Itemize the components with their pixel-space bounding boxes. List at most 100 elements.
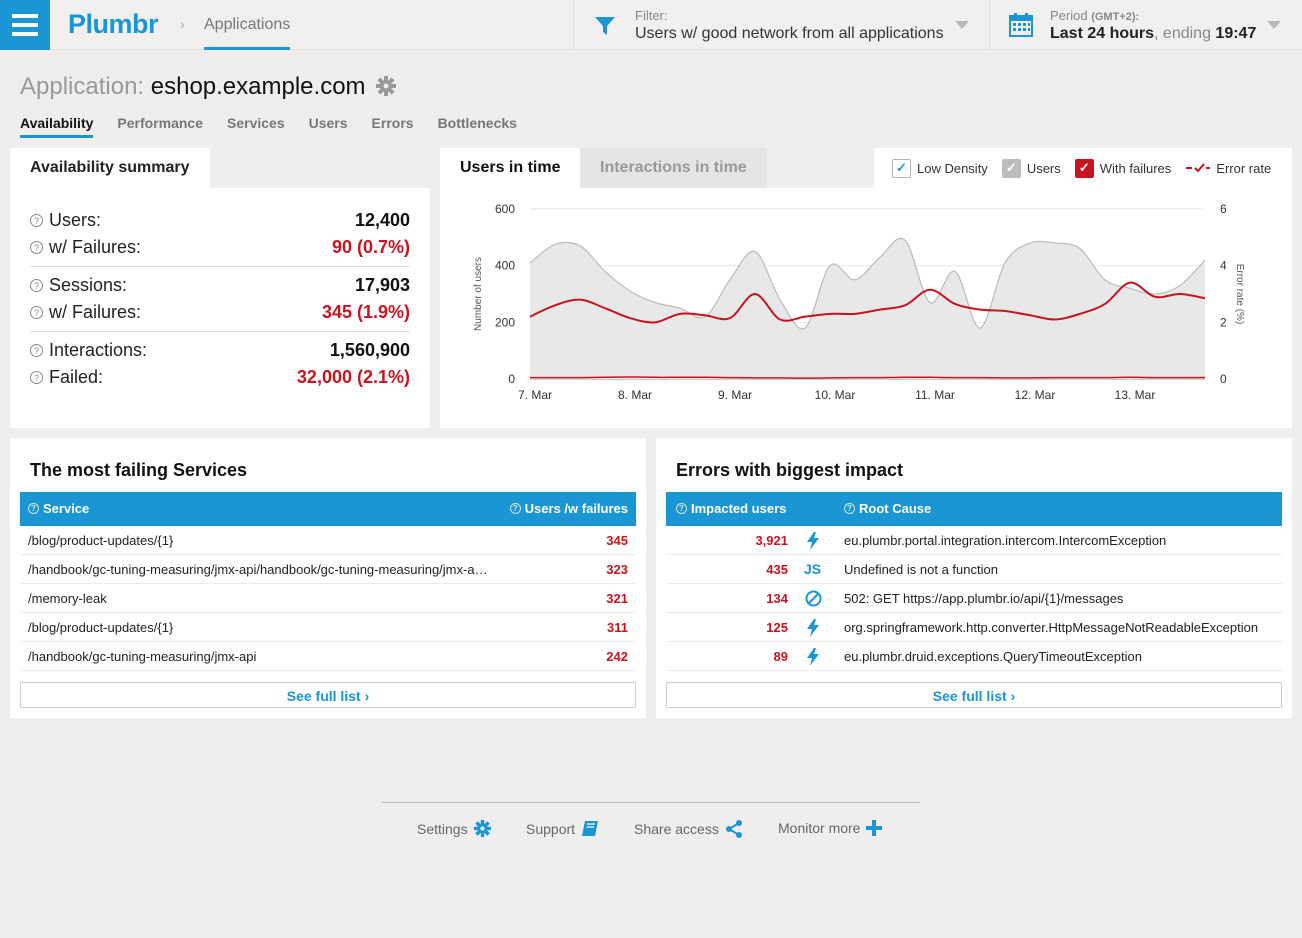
tab-users-in-time[interactable]: Users in time (440, 148, 580, 188)
filter-value: Users w/ good network from all applicati… (635, 25, 944, 42)
summary-title: Availability summary (10, 148, 210, 188)
impacted-users-count: 435 (766, 562, 788, 577)
legend-with-failures[interactable]: ✓ With failures (1074, 158, 1171, 178)
chevron-down-icon (955, 21, 969, 29)
gear-icon[interactable] (376, 76, 397, 96)
summary-row-sessions-failures: ? w/ Failures: 345 (1.9%) (30, 302, 410, 323)
footer-share-access-link[interactable]: Share access (634, 820, 743, 838)
impacted-users-count: 89 (773, 649, 788, 664)
checkbox-checked-icon[interactable]: ✓ (1001, 158, 1021, 178)
tab-services[interactable]: Services (227, 115, 285, 131)
column-users-failures[interactable]: ? Users /w failures (509, 501, 628, 516)
chevron-right-icon: › (364, 688, 370, 704)
column-service[interactable]: ? Service (28, 501, 89, 516)
table-row[interactable]: 435 JS Undefined is not a function (666, 555, 1282, 584)
table-row[interactable]: /memory-leak 321 (20, 584, 636, 613)
help-icon[interactable]: ? (844, 503, 855, 514)
x-tick-label: 11. Mar (915, 388, 955, 402)
help-icon[interactable]: ? (30, 241, 43, 254)
y2-tick-label: 0 (1220, 372, 1227, 386)
period-dropdown[interactable]: Period (GMT+2): Last 24 hours, ending 19… (989, 0, 1302, 50)
footer-settings-link[interactable]: Settings (417, 820, 491, 837)
period-label: Period (GMT+2): (1050, 8, 1140, 23)
checkbox-checked-icon[interactable]: ✓ (892, 158, 911, 178)
breadcrumb-applications[interactable]: Applications (204, 16, 290, 50)
help-icon[interactable]: ? (509, 503, 521, 514)
y-tick-label: 400 (495, 259, 515, 273)
help-icon[interactable]: ? (30, 279, 43, 292)
help-icon[interactable]: ? (676, 503, 687, 514)
summary-row-interactions: ? Interactions: 1,560,900 (30, 340, 410, 361)
help-icon[interactable]: ? (30, 371, 43, 384)
x-tick-label: 13. Mar (1115, 388, 1156, 402)
table-row[interactable]: /handbook/gc-tuning-measuring/jmx-api 242 (20, 642, 636, 671)
summary-row-users-failures: ? w/ Failures: 90 (0.7%) (30, 237, 410, 258)
y2-tick-label: 6 (1220, 202, 1227, 216)
help-icon[interactable]: ? (30, 306, 43, 319)
chart-legend: ✓ Low Density ✓ Users ✓ With failures Error… (874, 148, 1292, 188)
column-impacted-users[interactable]: ? Impacted users (676, 501, 786, 516)
y-tick-label: 600 (495, 202, 515, 216)
filter-dropdown[interactable]: Filter: Users w/ good network from all a… (573, 0, 989, 50)
tab-bottlenecks[interactable]: Bottlenecks (437, 115, 517, 131)
table-row[interactable]: /handbook/gc-tuning-measuring/jmx-api/ha… (20, 555, 636, 584)
series-error-rate-line (530, 376, 1205, 379)
filter-label: Filter: (635, 8, 668, 23)
service-name: /memory-leak (28, 591, 107, 606)
legend-low-density[interactable]: ✓ Low Density (892, 158, 988, 178)
hamburger-menu-icon[interactable] (0, 0, 50, 50)
legend-users[interactable]: ✓ Users (1001, 158, 1061, 178)
x-tick-label: 7. Mar (518, 388, 552, 402)
failure-count: 323 (606, 562, 628, 577)
period-value: Last 24 hours, ending 19:47 (1050, 25, 1257, 42)
failing-services-card: The most failing Services ? Service ? User… (10, 438, 646, 718)
x-tick-label: 8. Mar (618, 388, 652, 402)
y2-axis-title: Error rate (%) (1234, 264, 1245, 325)
table-row[interactable]: 3,921 eu.plumbr.portal.integration.interc… (666, 526, 1282, 555)
checkbox-checked-icon[interactable]: ✓ (1074, 158, 1094, 178)
root-cause: eu.plumbr.portal.integration.intercom.In… (844, 533, 1167, 548)
table-row[interactable]: 125 org.springframework.http.converter.Ht… (666, 613, 1282, 642)
errors-see-full-list-button[interactable]: See full list › (666, 682, 1282, 708)
summary-row-interactions-failed: ? Failed: 32,000 (2.1%) (30, 367, 410, 388)
footer-monitor-more-link[interactable]: Monitor more (778, 820, 883, 836)
chevron-right-icon: › (1010, 688, 1016, 704)
tab-interactions-in-time[interactable]: Interactions in time (580, 148, 767, 188)
footer-divider (382, 802, 920, 803)
logo[interactable]: Plumbr (68, 9, 159, 39)
calendar-icon (1009, 13, 1033, 37)
tab-errors[interactable]: Errors (371, 115, 414, 131)
y2-tick-label: 4 (1220, 259, 1227, 273)
column-root-cause[interactable]: ? Root Cause (844, 501, 931, 516)
root-cause: 502: GET https://app.plumbr.io/api/{1}/m… (844, 591, 1124, 606)
summary-header-filler (210, 148, 430, 188)
y-axis-title: Number of users (473, 257, 484, 331)
table-row[interactable]: 89 eu.plumbr.druid.exceptions.QueryTimeou… (666, 642, 1282, 671)
top-bar: Plumbr › Applications Filter: Users w/ g… (0, 0, 1302, 50)
errors-impact-card: Errors with biggest impact ? Impacted use… (656, 438, 1292, 718)
table-row[interactable]: /blog/product-updates/{1} 345 (20, 526, 636, 555)
services-table-header: ? Service ? Users /w failures (20, 492, 636, 526)
help-icon[interactable]: ? (28, 503, 39, 514)
help-icon[interactable]: ? (30, 214, 43, 227)
table-row[interactable]: /blog/product-updates/{1} 311 (20, 613, 636, 642)
chevron-right-icon: › (180, 16, 185, 32)
tab-performance[interactable]: Performance (117, 115, 203, 131)
services-see-full-list-button[interactable]: See full list › (20, 682, 636, 708)
x-tick-label: 10. Mar (815, 388, 856, 402)
footer-support-link[interactable]: Support (526, 820, 599, 837)
summary-row-users: ? Users: 12,400 (30, 210, 410, 231)
chevron-down-icon (1267, 21, 1281, 29)
y2-tick-label: 2 (1220, 315, 1227, 329)
tab-users[interactable]: Users (308, 115, 348, 131)
tab-availability[interactable]: Availability (20, 115, 94, 138)
service-name: /blog/product-updates/{1} (28, 533, 174, 548)
table-row[interactable]: 134 502: GET https://app.plumbr.io/api/{1… (666, 584, 1282, 613)
share-icon (725, 820, 742, 838)
divider (30, 331, 410, 332)
x-tick-label: 9. Mar (718, 388, 752, 402)
help-icon[interactable]: ? (30, 344, 43, 357)
legend-error-rate[interactable]: Error rate (1185, 161, 1271, 176)
service-name: /blog/product-updates/{1} (28, 620, 174, 635)
failure-count: 242 (606, 649, 628, 664)
